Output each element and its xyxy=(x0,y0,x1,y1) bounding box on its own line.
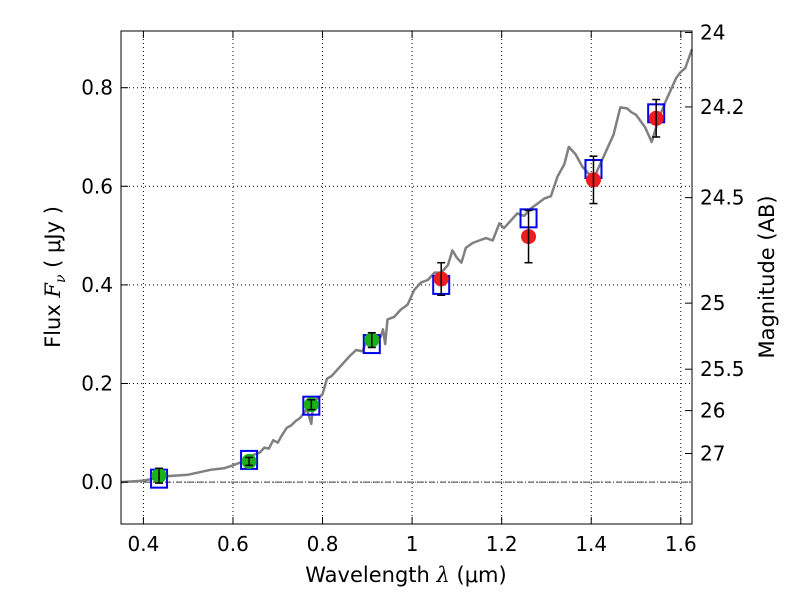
x-tick-label: 0.6 xyxy=(217,532,249,556)
y2-tick-label: 25 xyxy=(700,291,725,315)
y-tick-label: 0.0 xyxy=(81,470,113,494)
plot-background xyxy=(121,31,692,524)
y2-tick-label: 26 xyxy=(700,399,725,423)
x-tick-label: 1 xyxy=(406,532,419,556)
x-tick-label: 0.4 xyxy=(127,532,159,556)
y2-tick-label: 24.5 xyxy=(700,186,745,210)
y2-tick-label: 25.5 xyxy=(700,357,745,381)
model-photometry-square xyxy=(302,395,321,416)
y-tick-label: 0.2 xyxy=(81,371,113,395)
model-photometry-square xyxy=(240,449,259,470)
x-tick-label: 1.4 xyxy=(575,532,607,556)
y-tick-label: 0.4 xyxy=(81,273,113,297)
series-group xyxy=(120,48,694,489)
spectrum-line xyxy=(120,48,694,484)
y2-axis-title: Magnitude (AB) xyxy=(755,195,779,358)
x-tick-label: 0.8 xyxy=(307,532,339,556)
y-axis-title: Flux Fν ( μJy ) xyxy=(41,206,69,348)
x-tick-label: 1.2 xyxy=(486,532,518,556)
y-tick-label: 0.6 xyxy=(81,174,113,198)
y2-tick-label: 27 xyxy=(700,442,725,466)
x-axis-title: Wavelength λ (μm) xyxy=(305,563,506,587)
y2-tick-label: 24.2 xyxy=(700,95,745,119)
x-tick-label: 1.6 xyxy=(665,532,697,556)
y-tick-label: 0.8 xyxy=(81,76,113,100)
y2-tick-label: 24 xyxy=(700,20,725,44)
plot-frame xyxy=(120,30,693,525)
ticks-group: 0.4 0.6 0.8 1 1.2 1.4 1.6 0.0 0.2 0.4 0.6 0.8 24 24.2… xyxy=(81,20,744,556)
